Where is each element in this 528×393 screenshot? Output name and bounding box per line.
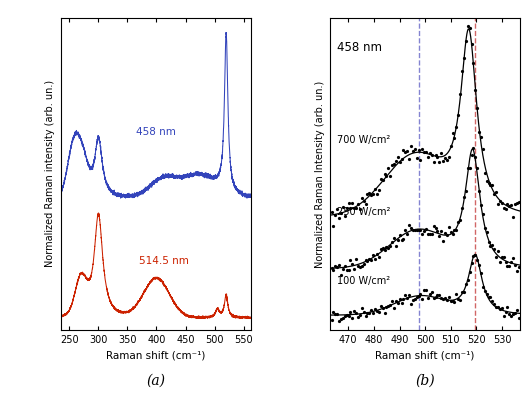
Text: 514.5 nm: 514.5 nm [139,256,189,266]
X-axis label: Raman shift (cm⁻¹): Raman shift (cm⁻¹) [375,351,475,360]
Y-axis label: Normalized Raman intensity (arb. un.): Normalized Raman intensity (arb. un.) [45,80,55,268]
Text: 458 nm: 458 nm [136,127,176,137]
Text: 250 W/cm²: 250 W/cm² [337,208,390,217]
Text: 458 nm: 458 nm [337,41,382,54]
Text: 700 W/cm²: 700 W/cm² [337,136,390,145]
Text: 100 W/cm²: 100 W/cm² [337,276,390,286]
X-axis label: Raman shift (cm⁻¹): Raman shift (cm⁻¹) [106,351,205,360]
Text: (b): (b) [416,374,435,388]
Y-axis label: Normalized Raman Intensity (arb. un.): Normalized Raman Intensity (arb. un.) [315,80,325,268]
Text: (a): (a) [146,374,165,388]
